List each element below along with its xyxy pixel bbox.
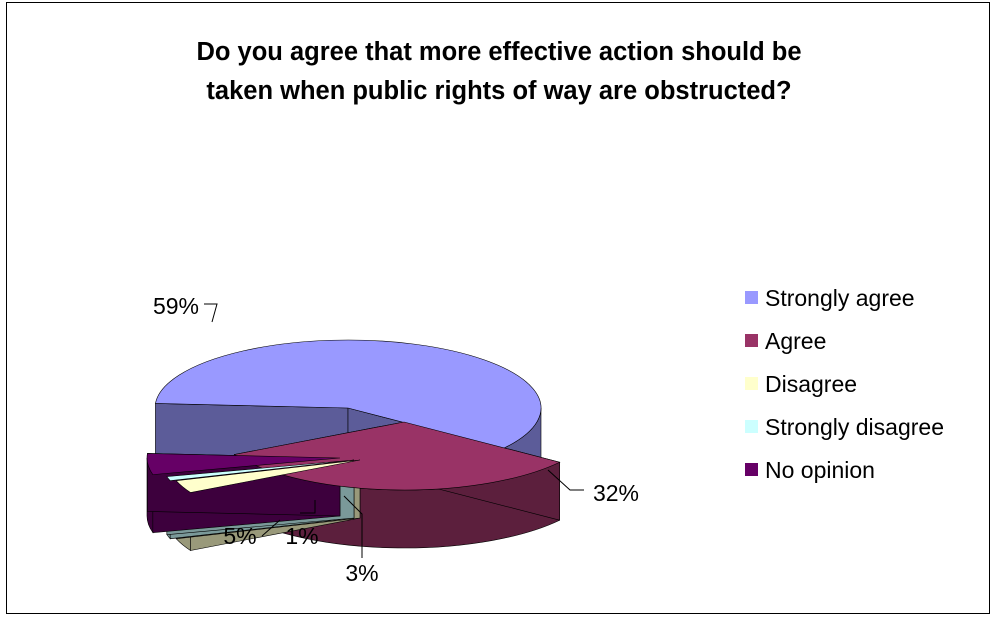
data-labels: 59% 32% 3% 1% 5% bbox=[153, 293, 639, 586]
data-label-strongly-agree: 59% bbox=[153, 293, 199, 319]
leader-strongly-disagree bbox=[300, 500, 316, 514]
legend-label-agree: Agree bbox=[765, 328, 827, 354]
leader-agree bbox=[547, 469, 584, 491]
legend-swatch-agree bbox=[745, 334, 758, 347]
label-leaders bbox=[204, 303, 584, 558]
pie-tops bbox=[146, 339, 561, 493]
leader-disagree bbox=[343, 495, 363, 558]
data-label-agree: 32% bbox=[593, 480, 639, 506]
chart-title: Do you agree that more effective action … bbox=[7, 33, 991, 111]
data-label-no-opinion: 5% bbox=[223, 523, 256, 549]
slice-strongly-agree bbox=[155, 339, 542, 449]
legend-label-strongly-agree: Strongly agree bbox=[765, 285, 915, 311]
legend-label-disagree: Disagree bbox=[765, 371, 858, 397]
legend-label-no-opinion: No opinion bbox=[765, 457, 875, 483]
slice-disagree bbox=[175, 459, 361, 493]
slice-strongly-disagree bbox=[166, 459, 355, 482]
data-label-strongly-disagree: 1% bbox=[285, 523, 318, 549]
legend-swatch-disagree bbox=[745, 377, 758, 390]
leader-strongly-agree bbox=[204, 303, 218, 323]
legend-swatch-strongly-disagree bbox=[745, 420, 758, 433]
legend-label-strongly-disagree: Strongly disagree bbox=[765, 414, 944, 440]
chart-title-line-2: taken when public rights of way are obst… bbox=[206, 77, 792, 105]
data-label-disagree: 3% bbox=[345, 560, 378, 586]
legend-swatch-no-opinion bbox=[745, 463, 758, 476]
chart-title-line-1: Do you agree that more effective action … bbox=[196, 38, 802, 66]
slice-no-opinion bbox=[146, 453, 341, 475]
leader-no-opinion bbox=[261, 519, 281, 537]
legend-swatch-strongly-agree bbox=[745, 291, 758, 304]
